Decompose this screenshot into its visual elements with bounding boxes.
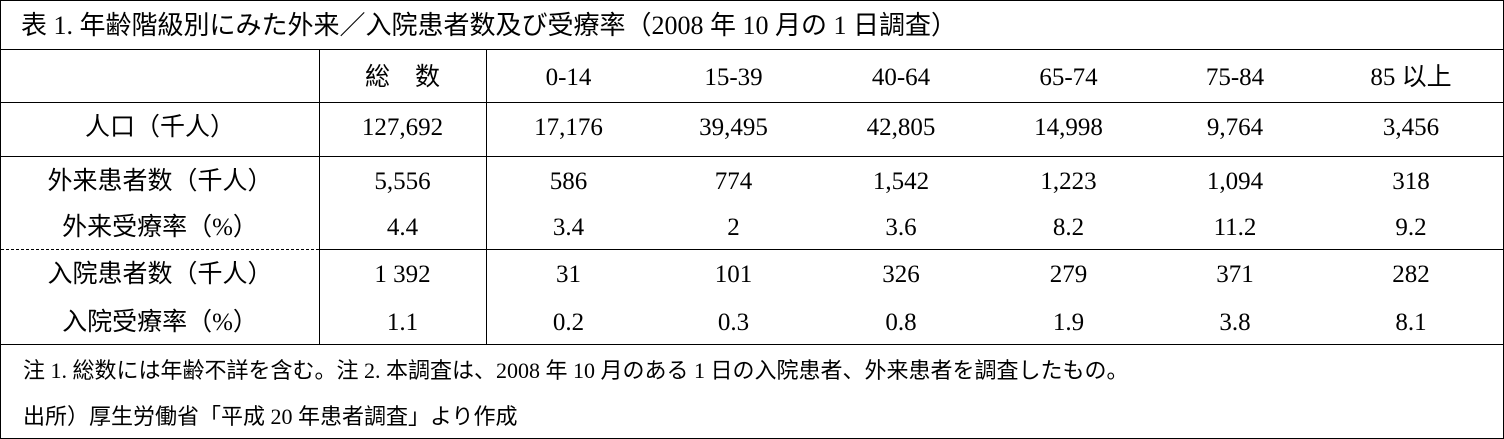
cell: 1,542 bbox=[872, 167, 930, 195]
cell: 8.2 bbox=[1052, 214, 1085, 241]
cell: 39,495 bbox=[699, 114, 768, 141]
cell: 279 bbox=[1049, 261, 1088, 288]
header-cell: 65-74 bbox=[1039, 64, 1098, 91]
cell: 586 bbox=[549, 167, 588, 195]
cell: 31 bbox=[556, 261, 581, 288]
header-cell: 0-14 bbox=[545, 64, 592, 91]
cell: 4.4 bbox=[386, 214, 419, 241]
cell: 326 bbox=[882, 261, 920, 288]
rule bbox=[1, 344, 1503, 345]
cell: 9.2 bbox=[1395, 214, 1427, 241]
cell: 3.4 bbox=[552, 214, 585, 241]
row-label: 外来患者数（千人） bbox=[47, 167, 273, 195]
rule bbox=[319, 249, 1503, 250]
cell: 371 bbox=[1216, 261, 1254, 288]
cell: 0.2 bbox=[552, 308, 585, 336]
rule bbox=[486, 49, 487, 345]
cell: 42,805 bbox=[866, 114, 936, 141]
cell: 3.6 bbox=[885, 214, 917, 241]
cell: 17,176 bbox=[534, 114, 603, 141]
row-label: 入院患者数（千人） bbox=[47, 261, 273, 288]
cell: 282 bbox=[1392, 261, 1430, 288]
header-cell: 総 数 bbox=[364, 64, 441, 91]
cell: 127,692 bbox=[361, 114, 444, 141]
title: 表 1. 年齢階級別にみた外来／入院患者数及び受療率（2008 年 10 月の … bbox=[21, 11, 958, 40]
rule bbox=[319, 49, 320, 345]
header-cell: 75-84 bbox=[1205, 64, 1265, 91]
cell: 774 bbox=[714, 167, 753, 195]
cell: 3,456 bbox=[1382, 114, 1440, 141]
header-cell: 40-64 bbox=[871, 64, 931, 91]
note: 注 1. 総数には年齢不詳を含む。注 2. 本調査は、2008 年 10 月のあ… bbox=[23, 358, 1129, 383]
cell: 11.2 bbox=[1213, 214, 1257, 241]
cell: 1,223 bbox=[1040, 167, 1097, 195]
row-label: 人口（千人） bbox=[84, 114, 236, 141]
cell: 1 392 bbox=[374, 261, 431, 288]
cell: 5,556 bbox=[374, 167, 431, 195]
header-cell: 85 以上 bbox=[1370, 64, 1452, 91]
row-label: 外来受療率（%） bbox=[62, 214, 258, 241]
cell: 1,094 bbox=[1206, 167, 1264, 195]
note: 出所）厚生労働省「平成 20 年患者調査」より作成 bbox=[23, 404, 518, 429]
cell: 3.8 bbox=[1219, 308, 1251, 336]
rule bbox=[1, 249, 319, 250]
header-cell: 15-39 bbox=[704, 64, 763, 91]
cell: 9,764 bbox=[1206, 114, 1264, 141]
cell: 0.8 bbox=[885, 308, 917, 336]
cell: 0.3 bbox=[717, 308, 750, 336]
row-label: 入院受療率（%） bbox=[62, 308, 258, 336]
cell: 14,998 bbox=[1034, 114, 1103, 141]
rule bbox=[1, 102, 1503, 103]
cell: 2 bbox=[727, 214, 740, 241]
cell: 101 bbox=[714, 261, 753, 288]
cell: 1.1 bbox=[386, 308, 419, 336]
cell: 8.1 bbox=[1395, 308, 1427, 336]
cell: 1.9 bbox=[1052, 308, 1085, 336]
cell: 318 bbox=[1392, 167, 1430, 195]
rule bbox=[1, 49, 1503, 50]
rule bbox=[1, 156, 1503, 157]
